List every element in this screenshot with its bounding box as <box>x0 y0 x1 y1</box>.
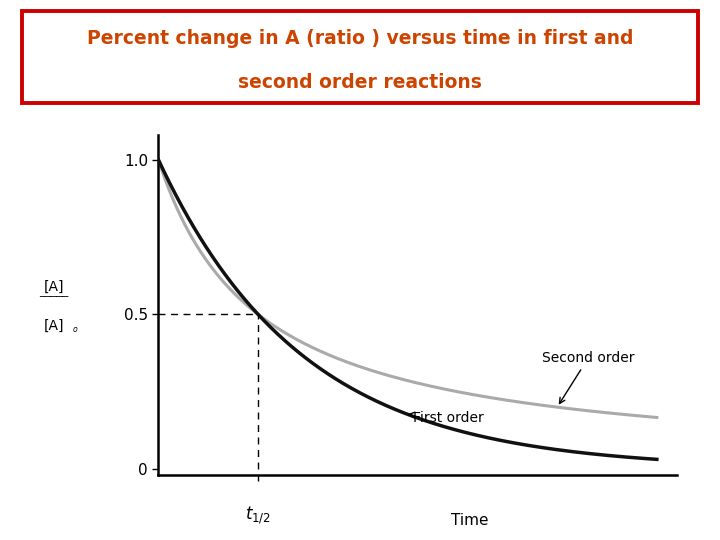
Text: Time: Time <box>451 512 488 528</box>
Text: Second order: Second order <box>542 350 635 403</box>
Text: $_o$: $_o$ <box>72 325 78 335</box>
FancyBboxPatch shape <box>22 11 698 103</box>
Text: ─────: ───── <box>40 292 68 302</box>
Text: second order reactions: second order reactions <box>238 73 482 92</box>
Text: Percent change in A (ratio ) versus time in first and: Percent change in A (ratio ) versus time… <box>86 29 634 48</box>
Text: $t_{1/2}$: $t_{1/2}$ <box>246 504 271 526</box>
Text: [A]: [A] <box>44 319 64 333</box>
Text: First order: First order <box>409 411 483 425</box>
Text: [A]: [A] <box>44 280 64 294</box>
